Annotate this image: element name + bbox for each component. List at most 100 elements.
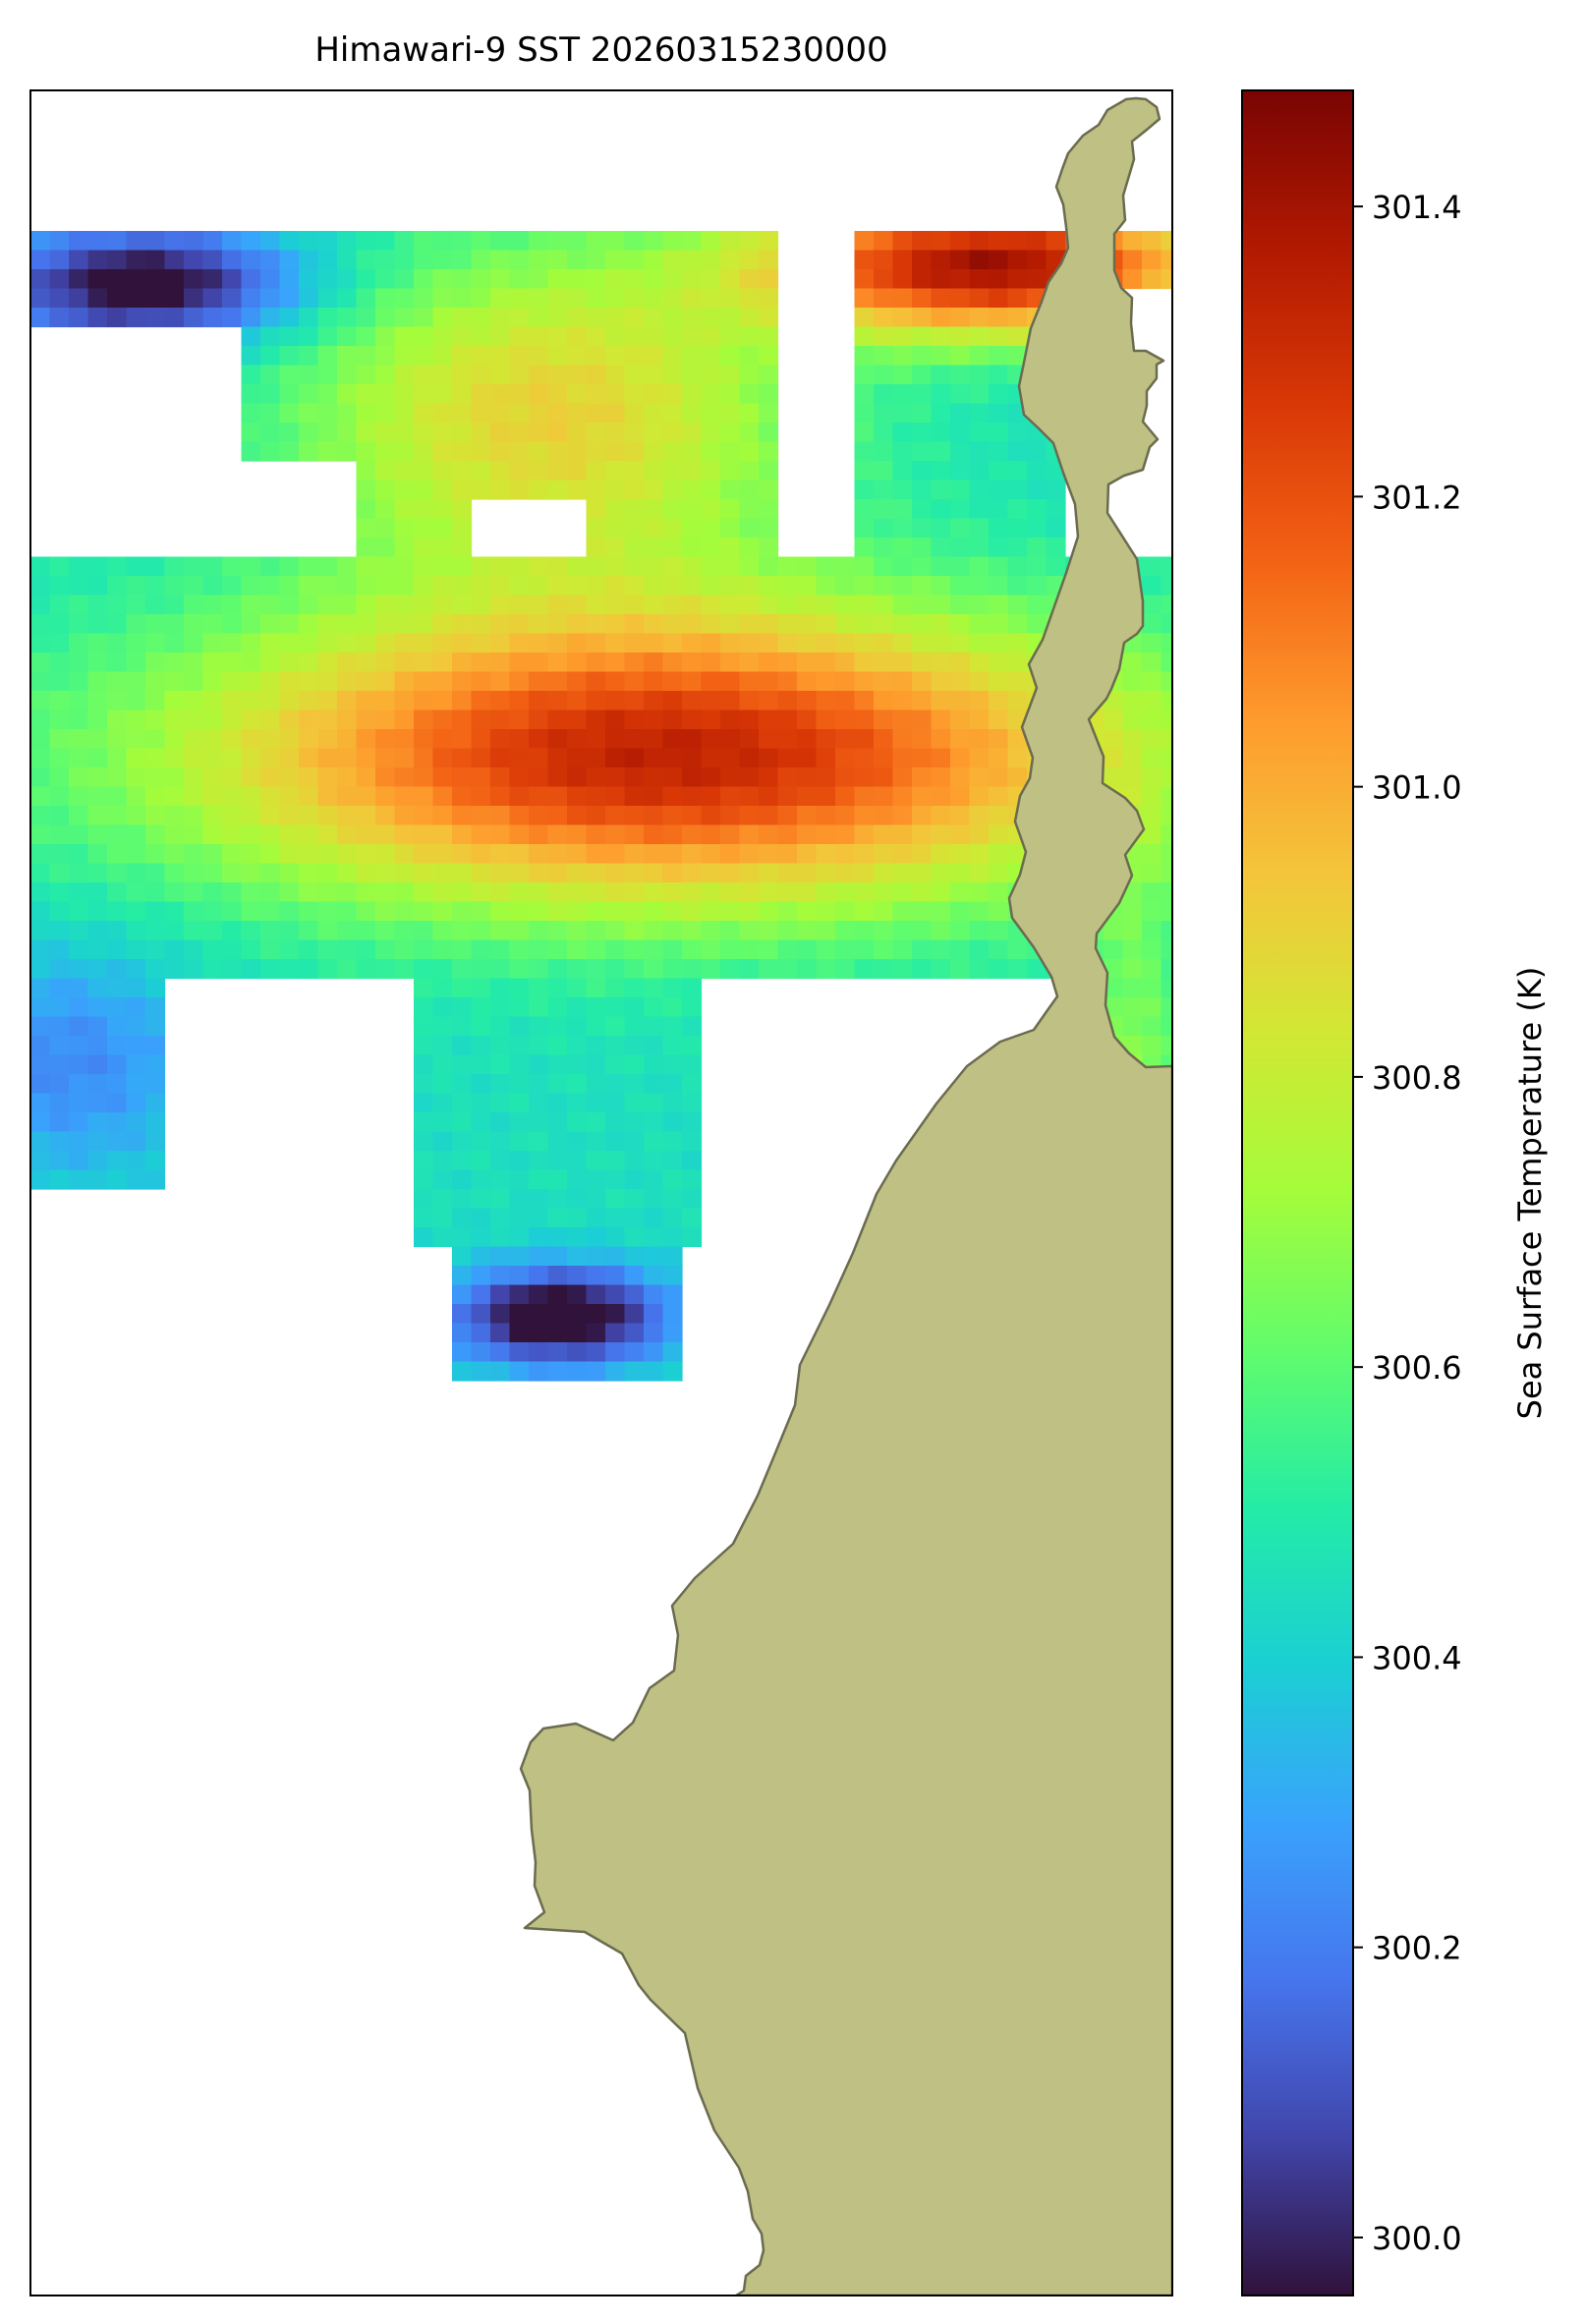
- sst-cell: [739, 556, 760, 577]
- sst-cell: [854, 576, 875, 596]
- sst-cell: [854, 518, 875, 538]
- sst-cell: [471, 1169, 491, 1190]
- sst-cell: [1161, 576, 1172, 596]
- sst-cell: [414, 844, 434, 865]
- sst-cell: [586, 652, 606, 673]
- sst-cell: [222, 748, 243, 768]
- sst-cell: [452, 1036, 473, 1056]
- sst-cell: [529, 1342, 549, 1363]
- sst-cell: [662, 384, 683, 405]
- sst-cell: [145, 709, 166, 730]
- sst-cell: [644, 346, 664, 367]
- sst-cell: [145, 308, 166, 328]
- sst-cell: [989, 882, 1009, 903]
- sst-cell: [682, 480, 703, 500]
- sst-cell: [490, 1054, 511, 1075]
- sst-cell: [414, 423, 434, 443]
- sst-cell: [260, 691, 281, 711]
- sst-cell: [452, 1361, 473, 1382]
- sst-cell: [835, 959, 856, 980]
- sst-cell: [69, 1074, 89, 1095]
- sst-cell: [299, 576, 319, 596]
- sst-cell: [356, 423, 376, 443]
- sst-cell: [567, 1361, 588, 1382]
- sst-cell: [969, 748, 990, 768]
- sst-cell: [567, 250, 588, 270]
- sst-cell: [414, 269, 434, 290]
- sst-cell: [241, 767, 261, 788]
- sst-cell: [509, 250, 530, 270]
- sst-cell: [69, 556, 89, 577]
- sst-cell: [509, 1246, 530, 1267]
- sst-cell: [222, 959, 243, 980]
- sst-cell: [605, 1016, 626, 1037]
- sst-cell: [471, 921, 491, 941]
- sst-cell: [529, 824, 549, 845]
- sst-cell: [989, 576, 1009, 596]
- sst-cell: [644, 250, 664, 270]
- sst-cell: [739, 921, 760, 941]
- sst-cell: [816, 806, 836, 826]
- sst-cell: [490, 633, 511, 653]
- sst-cell: [989, 499, 1009, 520]
- sst-cell: [605, 441, 626, 462]
- sst-cell: [164, 308, 185, 328]
- sst-cell: [452, 1208, 473, 1228]
- sst-cell: [69, 806, 89, 826]
- sst-cell: [874, 326, 894, 347]
- sst-cell: [375, 231, 396, 252]
- sst-cell: [375, 308, 396, 328]
- sst-cell: [547, 978, 568, 998]
- sst-cell: [317, 748, 338, 768]
- sst-cell: [164, 614, 185, 635]
- sst-cell: [701, 614, 721, 635]
- sst-cell: [662, 959, 683, 980]
- sst-cell: [107, 308, 128, 328]
- sst-cell: [662, 921, 683, 941]
- sst-cell: [509, 269, 530, 290]
- sst-cell: [567, 806, 588, 826]
- sst-cell: [202, 882, 223, 903]
- sst-cell: [49, 633, 70, 653]
- sst-cell: [1142, 806, 1162, 826]
- sst-cell: [912, 691, 933, 711]
- sst-cell: [87, 1036, 108, 1056]
- sst-cell: [854, 423, 875, 443]
- sst-cell: [682, 1074, 703, 1095]
- sst-cell: [586, 882, 606, 903]
- sst-cell: [49, 691, 70, 711]
- sst-cell: [356, 614, 376, 635]
- sst-cell: [720, 729, 741, 750]
- sst-cell: [394, 671, 415, 692]
- sst-cell: [644, 978, 664, 998]
- sst-cell: [260, 671, 281, 692]
- sst-cell: [950, 308, 971, 328]
- sst-cell: [624, 1169, 645, 1190]
- sst-cell: [394, 384, 415, 405]
- sst-cell: [184, 959, 204, 980]
- sst-cell: [835, 671, 856, 692]
- sst-cell: [30, 767, 51, 788]
- sst-cell: [892, 901, 913, 922]
- sst-cell: [835, 652, 856, 673]
- sst-cell: [547, 1054, 568, 1075]
- sst-cell: [892, 824, 913, 845]
- sst-cell: [414, 709, 434, 730]
- sst-cell: [414, 480, 434, 500]
- sst-cell: [682, 346, 703, 367]
- sst-cell: [471, 1151, 491, 1171]
- sst-cell: [452, 959, 473, 980]
- sst-cell: [529, 480, 549, 500]
- sst-cell: [892, 844, 913, 865]
- sst-cell: [260, 921, 281, 941]
- sst-cell: [317, 921, 338, 941]
- sst-cell: [145, 633, 166, 653]
- sst-cell: [644, 671, 664, 692]
- sst-cell: [644, 518, 664, 538]
- sst-cell: [682, 709, 703, 730]
- sst-cell: [414, 384, 434, 405]
- sst-cell: [547, 901, 568, 922]
- sst-cell: [1046, 518, 1066, 538]
- sst-cell: [739, 269, 760, 290]
- sst-cell: [260, 844, 281, 865]
